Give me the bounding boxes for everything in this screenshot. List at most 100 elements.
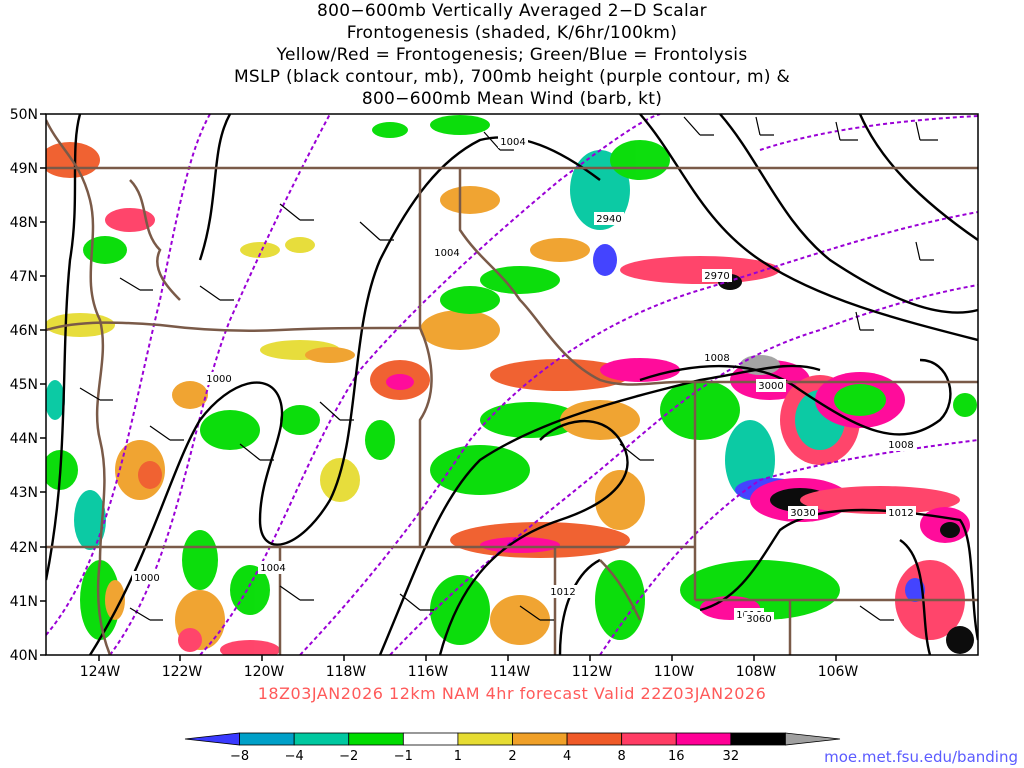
wind-barbs [79, 116, 938, 621]
lon-label: 114W [490, 664, 531, 680]
wind-barb [855, 311, 874, 331]
title-line-3: Yellow/Red = Frontogenesis; Green/Blue =… [276, 45, 748, 65]
lat-axis: 50N 49N 48N 47N 46N 45N 44N 43N 42N 41N … [10, 107, 46, 664]
mslp-contour-4 [639, 114, 978, 342]
wind-barb [755, 116, 774, 136]
lat-label: 43N [10, 485, 38, 501]
lat-label: 45N [10, 377, 38, 393]
wind-barb [79, 387, 113, 401]
colorbar-tick-label: −8 [230, 749, 249, 764]
mslp-contour-9 [639, 358, 952, 436]
lat-label: 44N [10, 431, 38, 447]
colorbar-swatch [184, 732, 240, 746]
colorbar-swatch [785, 732, 841, 746]
colorbar-tick-label: 1 [454, 749, 462, 764]
lon-label: 108W [736, 664, 777, 680]
mslp-label: 1004 [258, 561, 288, 574]
lon-axis: 124W 122W 120W 118W 116W 114W 112W 110W … [80, 655, 859, 680]
svg-text:1012: 1012 [550, 587, 575, 598]
mslp-label: 1012 [548, 585, 578, 598]
lon-label: 106W [818, 664, 859, 680]
lat-label: 48N [10, 215, 38, 231]
height-label: 2940 [594, 212, 624, 225]
svg-text:2940: 2940 [596, 214, 621, 225]
svg-text:3060: 3060 [746, 614, 771, 625]
lon-label: 116W [408, 664, 449, 680]
wind-barb [619, 443, 654, 461]
svg-text:3000: 3000 [758, 381, 783, 392]
colorbar-tick-label: 32 [723, 749, 740, 764]
colorbar-swatch [348, 732, 404, 746]
colorbar-swatch [402, 732, 459, 746]
colorbar-tick-label: 8 [618, 749, 626, 764]
colorbar-swatch [293, 732, 350, 746]
mslp-label: 1008 [886, 438, 916, 451]
colorbar-swatch [457, 732, 513, 746]
wind-barb [239, 443, 274, 461]
height-contour-1 [46, 114, 211, 636]
mslp-contour-6 [858, 114, 978, 241]
svg-text:1008: 1008 [888, 440, 913, 451]
mslp-contour-8 [438, 419, 629, 655]
height-label: 3030 [788, 506, 818, 519]
coastline [46, 119, 112, 655]
svg-text:3030: 3030 [790, 508, 815, 519]
svg-text:1000: 1000 [134, 573, 159, 584]
wind-barb [915, 121, 938, 141]
mslp-contour-3 [198, 114, 232, 261]
lon-label: 112W [572, 664, 613, 680]
svg-text:1004: 1004 [434, 248, 459, 259]
mslp-contour-5 [719, 114, 978, 314]
lat-label: 50N [10, 107, 38, 123]
mslp-contour-11 [899, 539, 932, 655]
wind-barb [119, 277, 153, 291]
title-line-4: MSLP (black contour, mb), 700mb height (… [233, 67, 791, 87]
mslp-contour-1 [46, 114, 82, 581]
svg-text:1008: 1008 [704, 353, 729, 364]
mslp-label: 1004 [498, 135, 528, 148]
borders [46, 119, 978, 655]
wind-barb [519, 605, 554, 621]
border-wa-or [46, 321, 421, 333]
lon-label: 124W [80, 664, 121, 680]
wind-barb [915, 241, 934, 261]
height-label: 3000 [756, 379, 786, 392]
lat-label: 40N [10, 648, 38, 664]
wind-barb [835, 121, 858, 141]
mslp-label: 1008 [702, 351, 732, 364]
mslp-contour-7 [378, 364, 821, 655]
border-id-mt [458, 168, 696, 386]
svg-text:1012: 1012 [888, 508, 913, 519]
lon-label: 118W [326, 664, 367, 680]
colorbar-tick-label: −2 [339, 749, 358, 764]
colorbar-tick-label: −1 [394, 749, 413, 764]
colorbar-swatch [566, 732, 623, 746]
title-line-2: Frontogenesis (shaded, K/6hr/100km) [346, 23, 678, 43]
wind-barb [859, 605, 894, 621]
lake-shore [599, 559, 642, 621]
forecast-subtitle: 18Z03JAN2026 12km NAM 4hr forecast Valid… [257, 684, 767, 703]
colorbar-swatch [621, 732, 677, 746]
height-contour-3 [199, 114, 661, 655]
wind-barb [483, 131, 514, 151]
lat-label: 49N [10, 161, 38, 177]
mslp-contour-10 [699, 508, 978, 641]
mslp-contours [46, 114, 978, 655]
svg-text:1004: 1004 [260, 563, 285, 574]
lat-label: 42N [10, 540, 38, 556]
colorbar-swatch [675, 732, 732, 746]
colorbar: −8 −4 −2 −1 1 2 4 8 16 32 [184, 732, 841, 764]
height-label: 2970 [702, 269, 732, 282]
lat-label: 46N [10, 323, 38, 339]
wind-barb [319, 401, 354, 421]
svg-text:1000: 1000 [206, 374, 231, 385]
height-label: 3060 [744, 612, 774, 625]
wind-barb [129, 607, 163, 621]
contour-labels: 1004 1004 1000 1004 1000 1008 1012 1008 … [132, 135, 916, 625]
credit-url[interactable]: moe.met.fsu.edu/banding [824, 748, 1018, 766]
colorbar-tick-label: −4 [285, 749, 304, 764]
wind-barb [359, 221, 394, 241]
lon-label: 110W [654, 664, 695, 680]
wind-barb [279, 585, 314, 601]
